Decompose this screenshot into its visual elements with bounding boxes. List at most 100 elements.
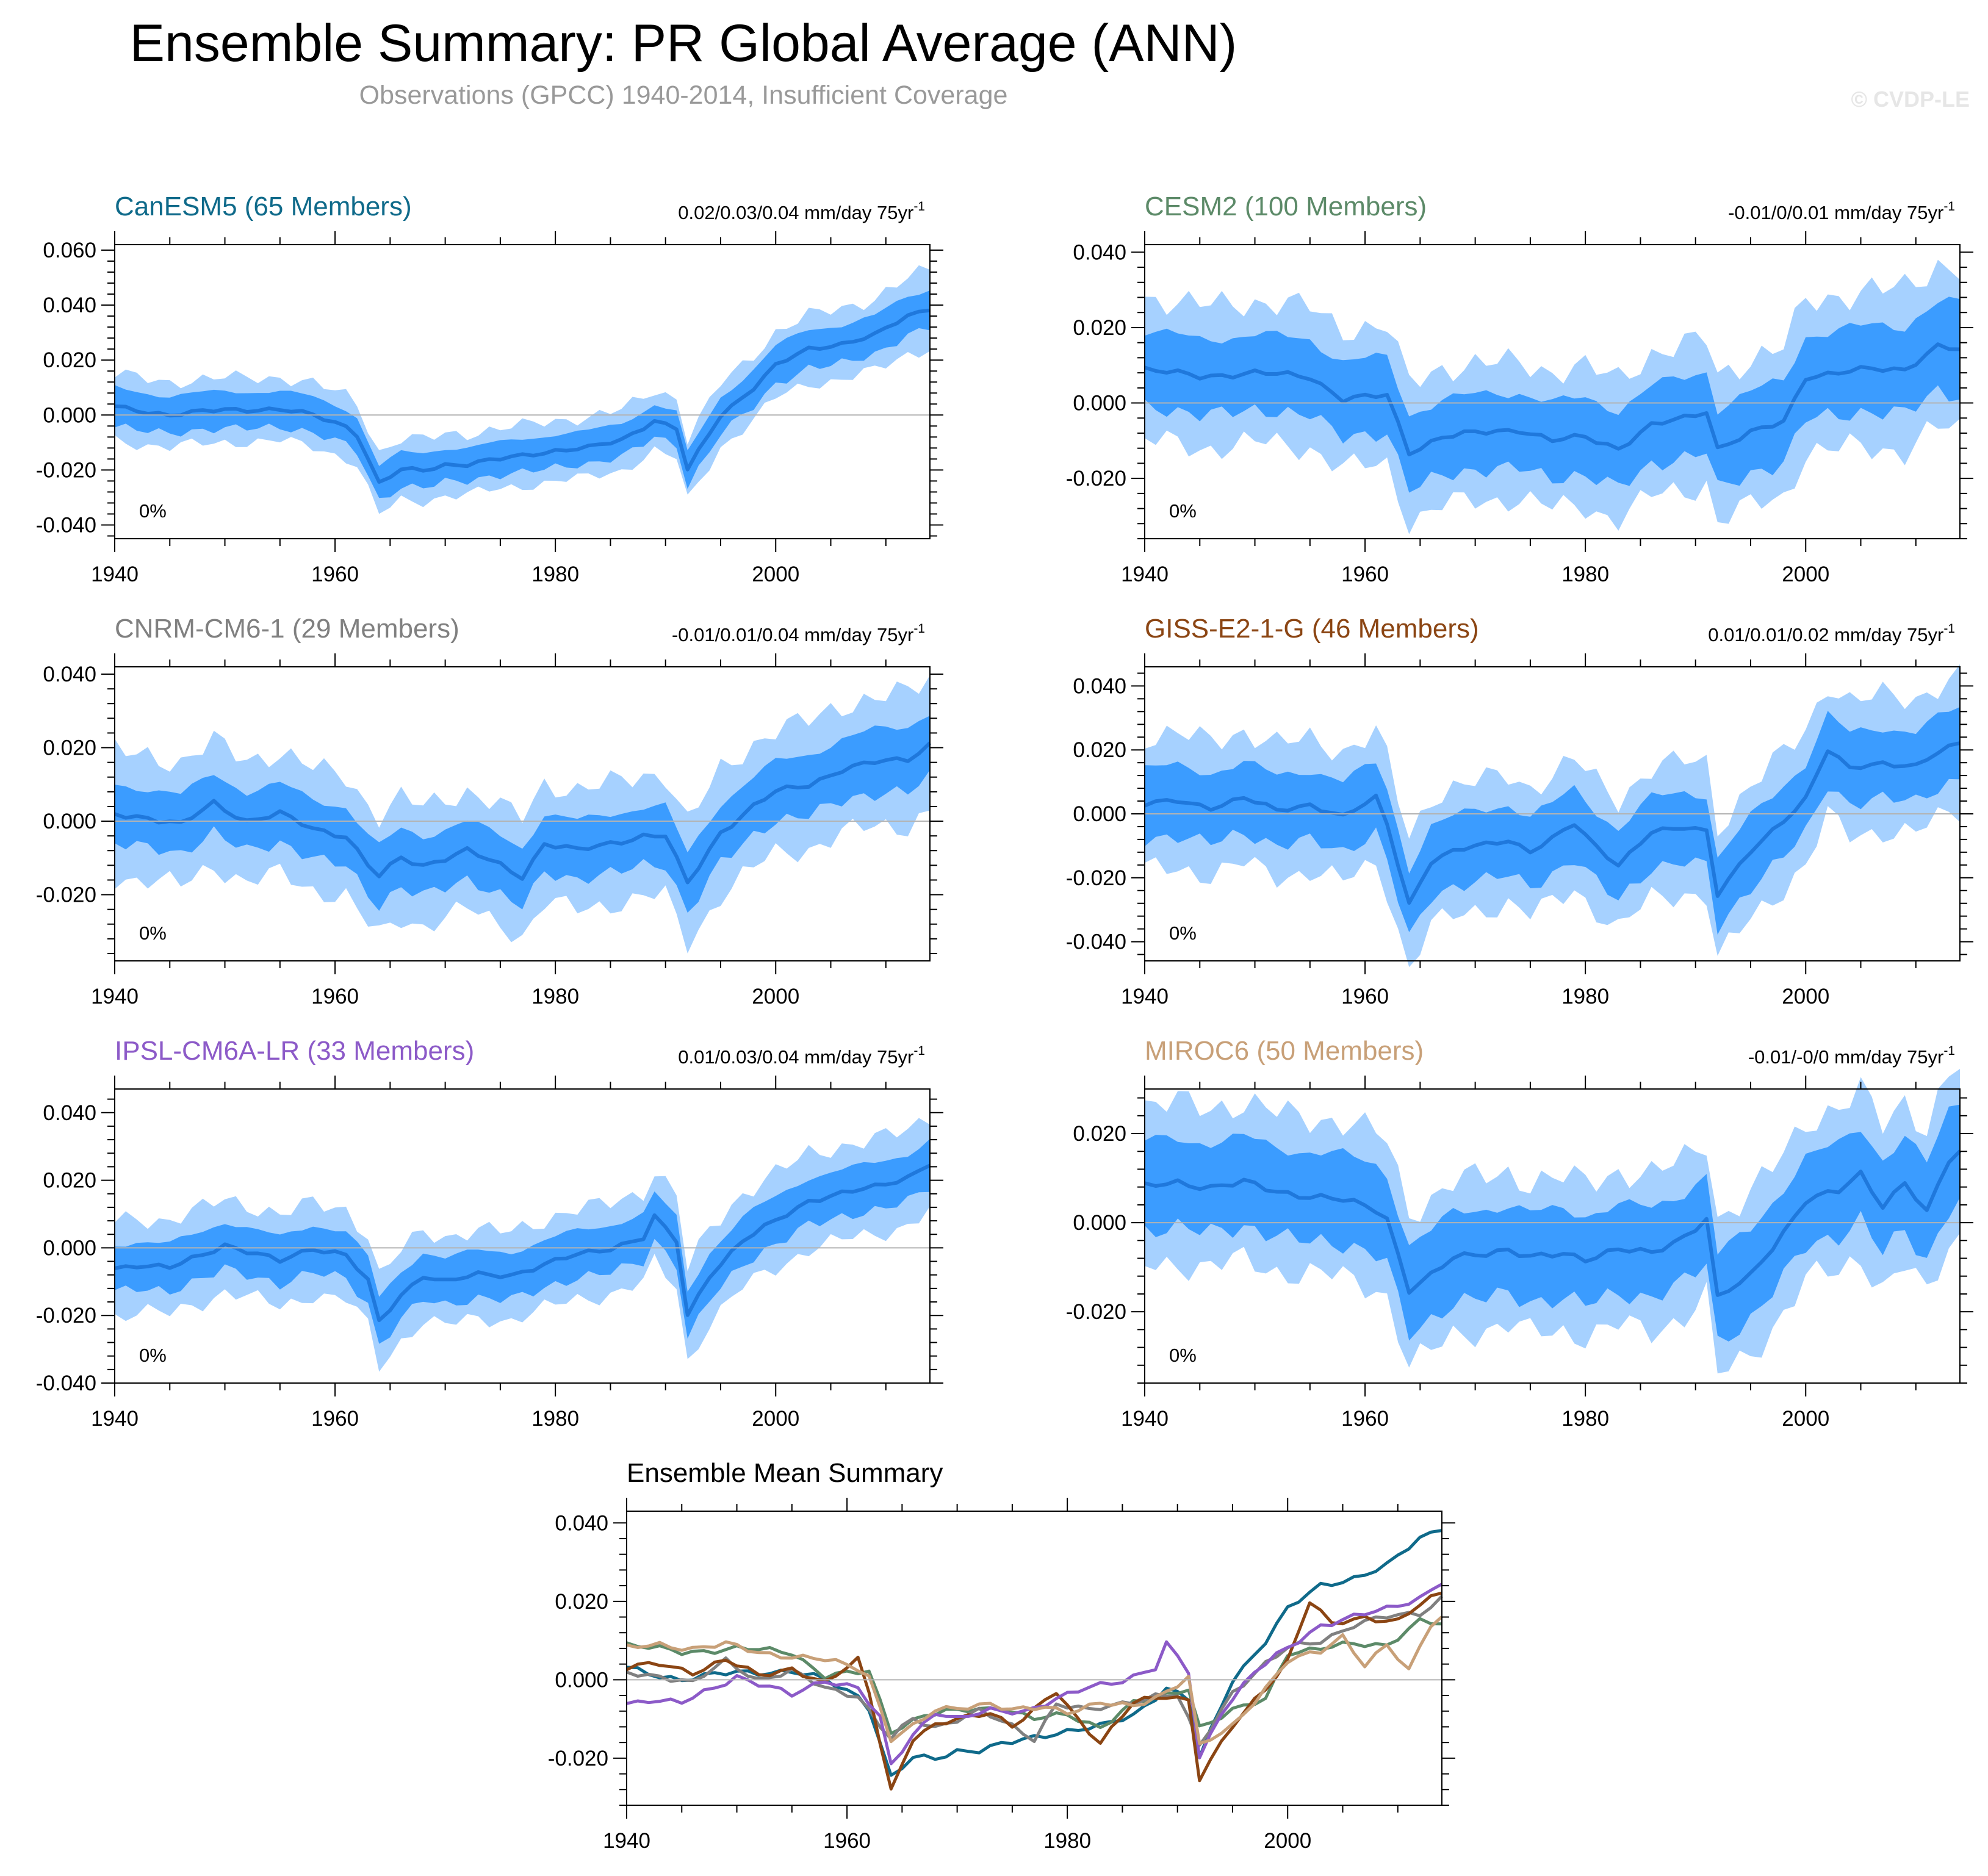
y-tick-label-ipsl: -0.040 (36, 1371, 96, 1395)
trend-label-cnrm: -0.01/0.01/0.04 mm/day 75yr-1 (672, 622, 925, 645)
ensemble-mean-line-cesm2 (1144, 342, 1961, 456)
inner-spread-band-cesm2 (1145, 296, 1960, 493)
y-tick-label-ipsl: 0.020 (43, 1169, 96, 1193)
y-tick-label-cnrm: -0.020 (36, 883, 96, 907)
ensemble-mean-line-miroc6 (1144, 1149, 1962, 1297)
panel-title-summary: Ensemble Mean Summary (627, 1458, 943, 1488)
y-tick-label-ipsl: -0.020 (36, 1304, 96, 1328)
coverage-label-canesm5: 0% (139, 500, 167, 522)
trend-exponent-canesm5: -1 (913, 199, 925, 214)
x-tick-label-ipsl: 2000 (752, 1407, 799, 1431)
trend-label-ipsl: 0.01/0.03/0.04 mm/day 75yr-1 (678, 1044, 925, 1068)
trend-exponent-ipsl: -1 (913, 1044, 925, 1058)
outer-spread-band-cnrm (115, 675, 930, 954)
y-tick-label-cnrm: 0.040 (43, 663, 96, 686)
x-tick-label-canesm5: 1960 (311, 562, 359, 586)
x-tick-label-giss: 1960 (1341, 985, 1389, 1008)
y-tick-label-giss: 0.020 (1073, 738, 1126, 762)
y-tick-label-summary: 0.040 (555, 1511, 608, 1535)
x-tick-label-miroc6: 1940 (1121, 1407, 1169, 1431)
panel-giss: 1940 1960 1980 2000 -0.040 -0.020 0.000 0.020 0.… (1066, 614, 1973, 1008)
coverage-label-miroc6: 0% (1169, 1345, 1197, 1366)
x-tick-label-cesm2: 1960 (1341, 562, 1389, 586)
plot-frame-ipsl (114, 1088, 931, 1384)
panel-cesm2: 1940 1960 1980 2000 -0.020 0.000 0.020 0.040 CES… (1066, 192, 1973, 586)
y-tick-label-cesm2: 0.000 (1073, 392, 1126, 415)
y-tick-label-canesm5: -0.020 (36, 458, 96, 482)
x-tick-label-cesm2: 2000 (1782, 562, 1829, 586)
plot-frame-cesm2 (1144, 244, 1961, 539)
trend-label-miroc6: -0.01/-0/0 mm/day 75yr-1 (1748, 1044, 1955, 1068)
x-tick-label-canesm5: 1980 (531, 562, 579, 586)
y-tick-label-cnrm: 0.020 (43, 736, 96, 760)
trend-exponent-cesm2: -1 (1943, 199, 1955, 214)
trend-exponent-giss: -1 (1943, 622, 1955, 636)
y-tick-label-summary: 0.020 (555, 1590, 608, 1614)
panel-title-cesm2: CESM2 (100 Members) (1145, 192, 1427, 221)
panel-title-miroc6: MIROC6 (50 Members) (1145, 1036, 1424, 1066)
inner-spread-band-canesm5 (115, 290, 930, 498)
plot-frame-summary (626, 1511, 1442, 1806)
x-tick-label-summary: 1980 (1043, 1829, 1091, 1853)
y-tick-label-miroc6: -0.020 (1066, 1300, 1126, 1324)
x-tick-label-summary: 1960 (823, 1829, 871, 1853)
trend-label-canesm5: 0.02/0.03/0.04 mm/day 75yr-1 (678, 199, 925, 223)
panel-canesm5: 1940 1960 1980 2000 -0.040 -0.020 0.000 0.020 0.… (36, 192, 943, 586)
ensemble-mean-line-canesm5 (114, 308, 931, 484)
y-tick-label-ipsl: 0.000 (43, 1236, 96, 1260)
summary-line-cnrm (626, 1595, 1443, 1747)
x-tick-label-ipsl: 1980 (531, 1407, 579, 1431)
page-title: Ensemble Summary: PR Global Average (ANN… (129, 14, 1237, 73)
y-tick-label-giss: 0.000 (1073, 802, 1126, 826)
ensemble-mean-line-giss (1143, 741, 1961, 905)
x-tick-label-giss: 1980 (1561, 985, 1609, 1008)
y-tick-label-miroc6: 0.000 (1073, 1211, 1126, 1235)
y-tick-label-canesm5: 0.000 (43, 403, 96, 427)
plot-frame-miroc6 (1144, 1088, 1961, 1384)
summary-line-ipsl (626, 1583, 1443, 1766)
trend-label-giss: 0.01/0.01/0.02 mm/day 75yr-1 (1708, 622, 1955, 645)
y-tick-label-cesm2: -0.020 (1066, 467, 1126, 491)
inner-spread-band-ipsl (115, 1138, 930, 1344)
x-tick-label-cnrm: 1940 (91, 985, 139, 1008)
y-tick-label-giss: -0.040 (1066, 930, 1126, 954)
coverage-label-cnrm: 0% (139, 922, 167, 944)
y-tick-label-giss: 0.040 (1073, 674, 1126, 698)
x-tick-label-ipsl: 1960 (311, 1407, 359, 1431)
x-tick-label-cesm2: 1940 (1121, 562, 1169, 586)
panel-title-canesm5: CanESM5 (65 Members) (115, 192, 412, 221)
plot-frame-canesm5 (114, 244, 931, 539)
x-tick-label-cnrm: 1980 (531, 985, 579, 1008)
x-tick-label-ipsl: 1940 (91, 1407, 139, 1431)
y-tick-label-giss: -0.020 (1066, 866, 1126, 890)
outer-spread-band-canesm5 (115, 265, 930, 514)
ensemble-mean-line-cnrm (113, 741, 932, 885)
y-tick-label-canesm5: 0.060 (43, 239, 96, 262)
summary-line-cesm2 (626, 1617, 1442, 1735)
x-tick-label-summary: 2000 (1264, 1829, 1311, 1853)
coverage-label-cesm2: 0% (1169, 500, 1197, 522)
y-tick-label-cesm2: 0.020 (1073, 316, 1126, 340)
trend-exponent-miroc6: -1 (1943, 1044, 1955, 1058)
x-tick-label-canesm5: 1940 (91, 562, 139, 586)
ensemble-mean-line-ipsl (114, 1163, 931, 1323)
x-tick-label-miroc6: 2000 (1782, 1407, 1829, 1431)
summary-line-giss (625, 1591, 1442, 1791)
y-tick-label-canesm5: 0.020 (43, 348, 96, 372)
x-tick-label-miroc6: 1960 (1341, 1407, 1389, 1431)
panel-title-giss: GISS-E2-1-G (46 Members) (1145, 614, 1479, 644)
y-tick-label-ipsl: 0.040 (43, 1101, 96, 1125)
y-tick-label-cnrm: 0.000 (43, 810, 96, 833)
x-tick-label-giss: 1940 (1121, 985, 1169, 1008)
panel-ipsl: 1940 1960 1980 2000 -0.040 -0.020 0.000 0.020 0.… (36, 1036, 943, 1431)
panel-title-ipsl: IPSL-CM6A-LR (33 Members) (115, 1036, 474, 1066)
plot-frame-cnrm (114, 666, 931, 961)
y-tick-label-canesm5: 0.040 (43, 293, 96, 317)
coverage-label-ipsl: 0% (139, 1345, 167, 1366)
outer-spread-band-ipsl (115, 1118, 930, 1372)
y-tick-label-canesm5: -0.040 (36, 513, 96, 537)
x-tick-label-summary: 1940 (603, 1829, 650, 1853)
x-tick-label-cesm2: 1980 (1561, 562, 1609, 586)
panel-miroc6: 1940 1960 1980 2000 -0.020 0.000 0.020 MIROC6 (… (1066, 1036, 1973, 1431)
